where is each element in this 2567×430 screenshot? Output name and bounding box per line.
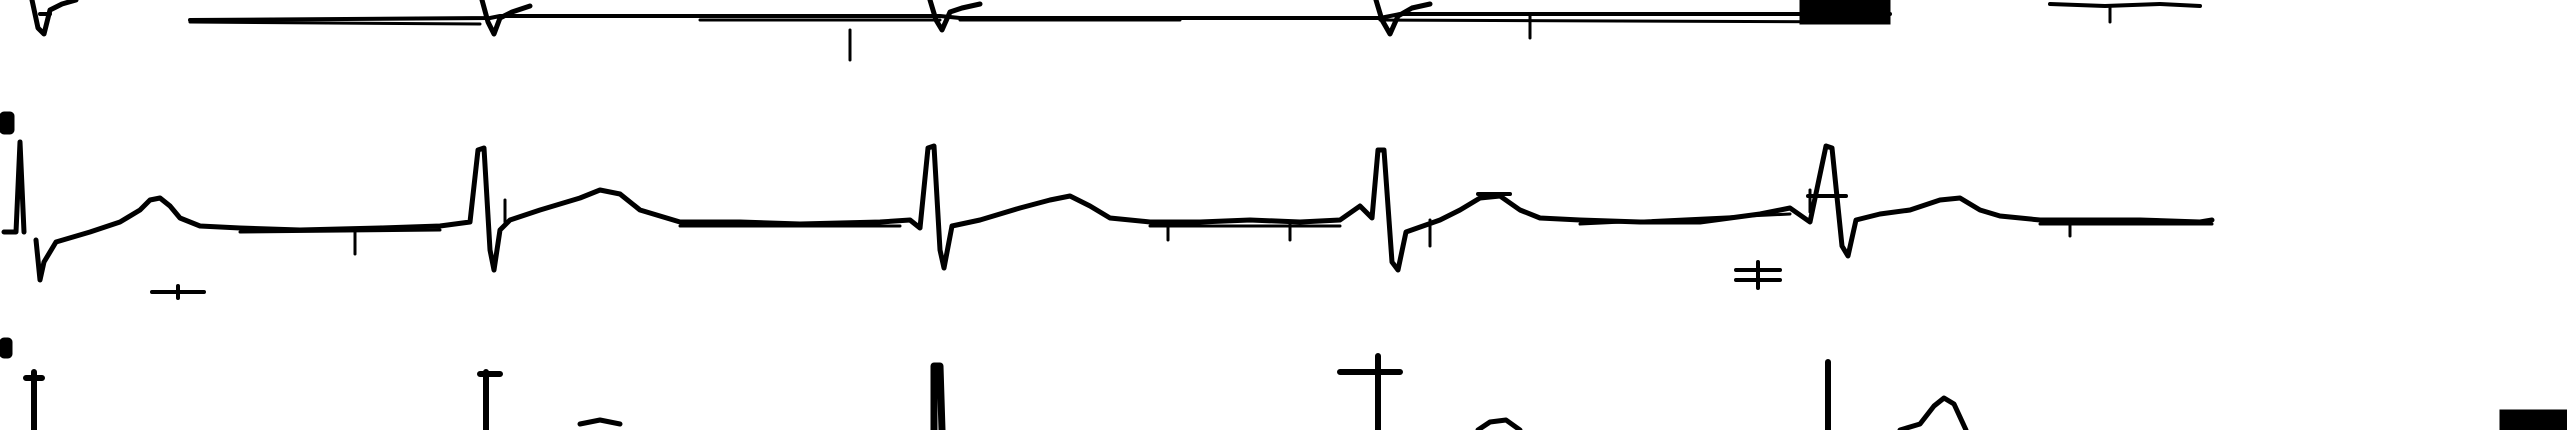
bottom-fragment-3: [1897, 395, 1969, 430]
bottom-fragment-1: [577, 417, 623, 427]
ecg-lead-top: [29, 0, 2202, 62]
bottom-spike-1: [23, 369, 45, 430]
bottom-spike-3: [930, 362, 946, 430]
bottom-spike-4: [1337, 353, 1403, 430]
middle-cal-mark-2: [1734, 260, 1782, 290]
middle-baseline-shadow: [238, 212, 2214, 234]
middle-trace: [33, 143, 2215, 283]
top-block: [1799, 0, 1891, 25]
top-qrs-2: [479, 0, 533, 37]
top-baseline-thin: [188, 18, 1882, 26]
ecg-lead-middle: [0, 111, 2215, 300]
bottom-right-block: [2499, 409, 2567, 430]
top-qrs-1: [29, 0, 79, 37]
bottom-left-marker: [0, 337, 13, 359]
bottom-fragment-2: [1475, 417, 1523, 430]
middle-left-marker: [0, 111, 15, 135]
middle-calibration: [1, 139, 27, 235]
top-fragment-right: [2048, 2, 2202, 8]
top-qrs-4: [1373, 0, 1433, 37]
top-qrs-3: [927, 0, 983, 33]
bottom-spike-2: [477, 369, 503, 430]
middle-cal-mark-1: [150, 284, 206, 300]
ecg-lead-bottom: [0, 337, 2567, 430]
